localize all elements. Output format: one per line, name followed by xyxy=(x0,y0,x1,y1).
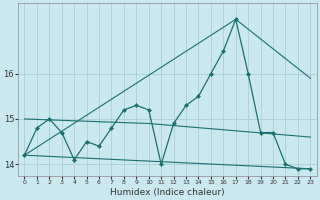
X-axis label: Humidex (Indice chaleur): Humidex (Indice chaleur) xyxy=(110,188,225,197)
